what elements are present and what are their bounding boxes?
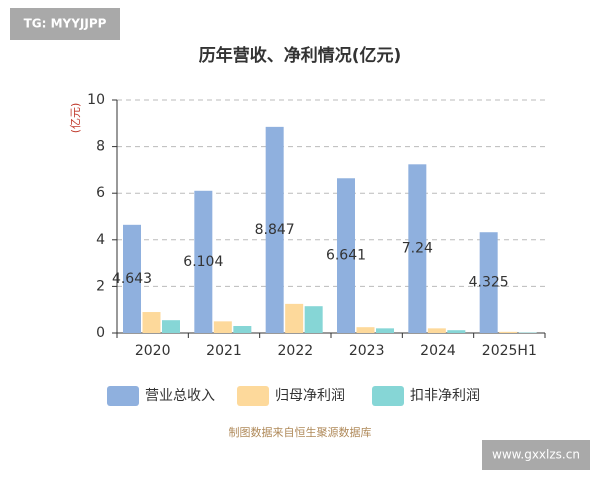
legend-swatch [237, 386, 269, 406]
bar [337, 178, 355, 333]
value-label: 8.847 [255, 222, 295, 238]
y-tick-label: 2 [96, 278, 105, 294]
x-tick-label: 2023 [349, 343, 385, 359]
y-axis-label: (亿元) [69, 103, 82, 134]
x-tick-label: 2021 [206, 343, 242, 359]
x-tick-label: 2022 [278, 343, 314, 359]
y-tick-label: 8 [96, 139, 105, 155]
y-tick-label: 10 [87, 92, 105, 108]
watermark-box [10, 8, 120, 40]
legend-label: 扣非净利润 [410, 388, 480, 404]
value-label: 6.104 [183, 254, 223, 270]
bar [408, 164, 427, 333]
value-label: 6.641 [326, 248, 366, 264]
chart-title: 历年营收、净利情况(亿元) [199, 45, 402, 66]
bar [304, 306, 323, 333]
bar [356, 327, 375, 333]
legend-swatch [372, 386, 404, 406]
bar [479, 232, 498, 333]
x-tick-label: 2024 [420, 343, 456, 359]
bar [499, 331, 518, 333]
bar [285, 303, 304, 333]
bar [447, 330, 466, 333]
legend-label: 归母净利润 [275, 387, 345, 404]
bar [123, 224, 141, 333]
watermark: www.gxxlzs.cn [492, 448, 580, 462]
bar [142, 312, 161, 333]
value-label: 7.24 [402, 241, 433, 257]
bar [162, 320, 180, 333]
y-tick-label: 4 [96, 232, 105, 248]
legend-label: 营业总收入 [145, 388, 215, 404]
legend-swatch [107, 386, 139, 406]
watermark-box [482, 440, 590, 470]
y-tick-label: 0 [96, 325, 105, 341]
watermark: TG: MYYJJPP [24, 17, 107, 31]
bar [194, 190, 213, 333]
source-note: 制图数据来自恒生聚源数据库 [229, 425, 372, 439]
bar [213, 321, 232, 333]
value-label: 4.643 [112, 271, 152, 287]
y-tick-label: 6 [96, 185, 105, 201]
x-tick-label: 2020 [135, 343, 171, 359]
bar [427, 328, 446, 333]
x-tick-label: 2025H1 [482, 343, 537, 359]
value-label: 4.325 [469, 275, 509, 291]
bar [233, 326, 252, 333]
bar [376, 328, 394, 333]
bar [265, 126, 284, 333]
